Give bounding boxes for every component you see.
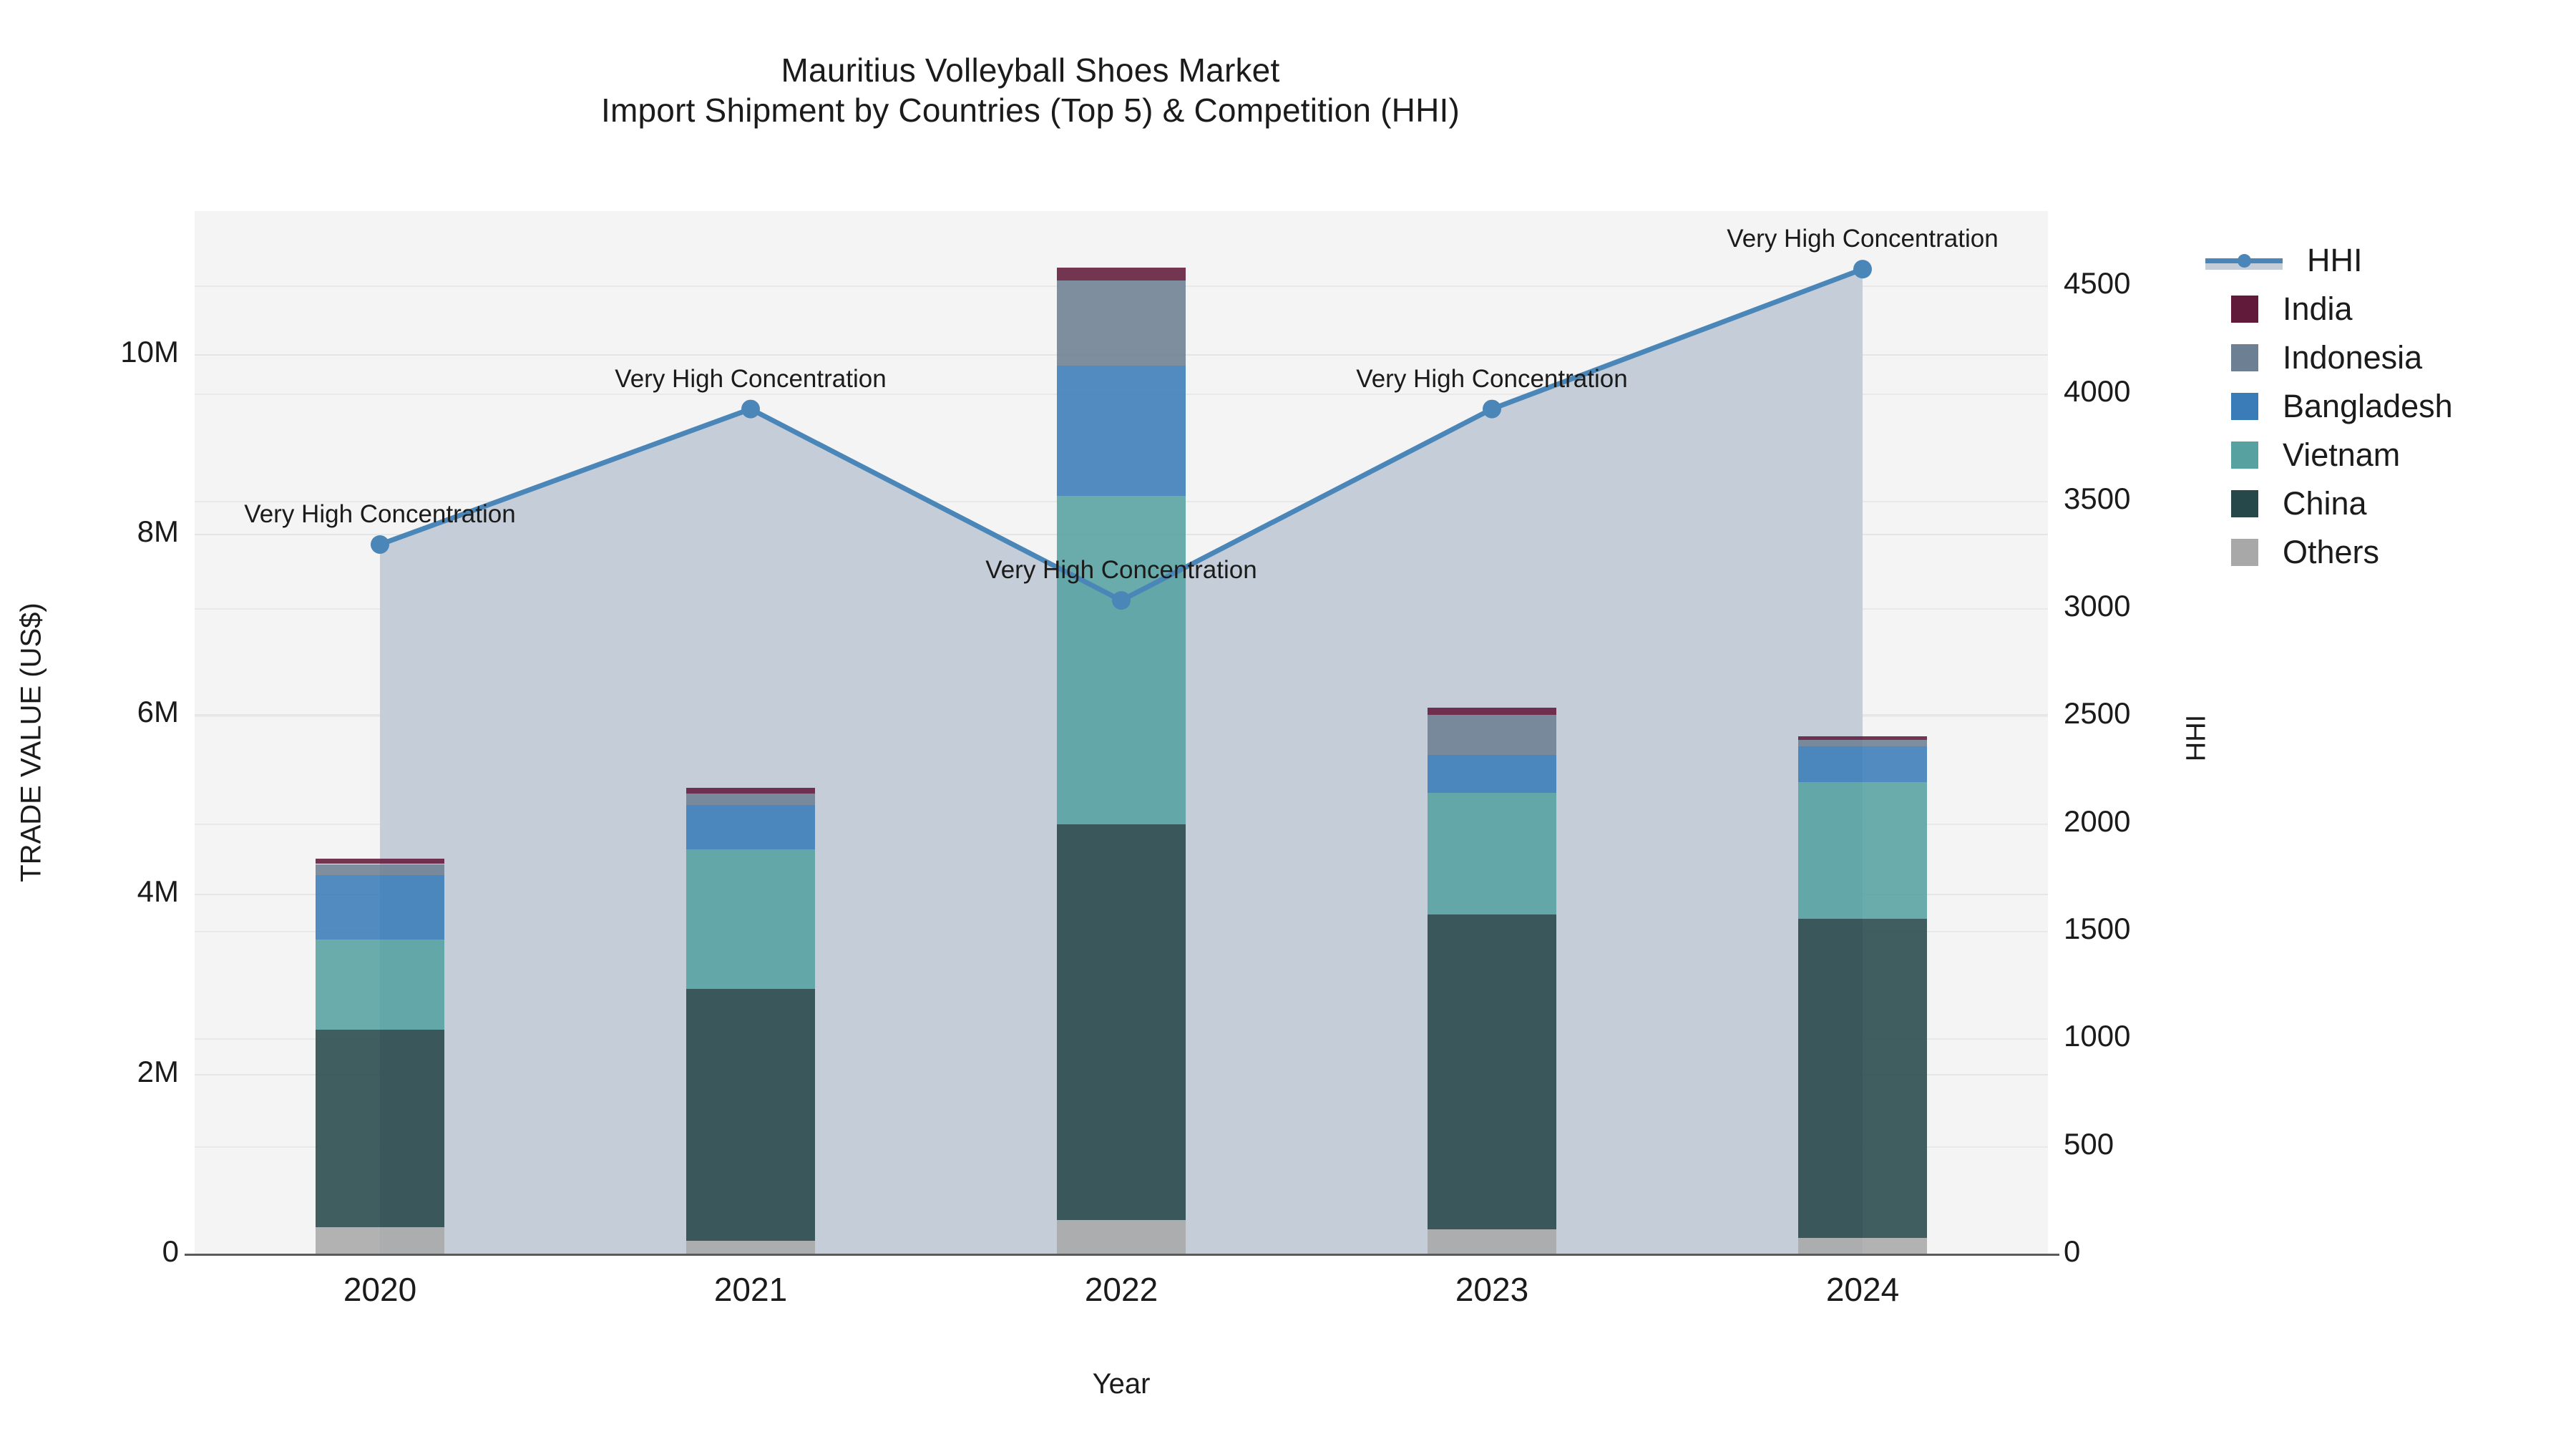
legend-label: India [2283, 291, 2353, 327]
legend-item-china[interactable]: China [2231, 479, 2567, 528]
y2-tick-label: 3500 [2064, 481, 2131, 515]
bar-segment-others-2022[interactable] [1057, 1220, 1186, 1254]
x-tick-label-2020: 2020 [343, 1271, 417, 1308]
annotation-group: Very High Concentration Very High Concent… [195, 211, 2048, 1254]
bar-segment-others-2021[interactable] [686, 1241, 815, 1254]
legend-label: HHI [2307, 242, 2363, 278]
x-axis-line [195, 1254, 2055, 1256]
bar-segment-bangladesh-2024[interactable] [1798, 746, 1927, 783]
hhi-marker-2024[interactable] [1853, 260, 1872, 279]
bar-segment-vietnam-2022[interactable] [1057, 496, 1186, 825]
bar-segment-others-2024[interactable] [1798, 1238, 1927, 1254]
bar-segment-india-2023[interactable] [1428, 707, 1556, 715]
bar-segment-others-2020[interactable] [316, 1227, 444, 1254]
hhi-marker-2022[interactable] [1112, 591, 1131, 610]
y-tick-label: 6M [137, 694, 179, 728]
y-tick-label: 4M [137, 874, 179, 909]
y-axis-tick-zero [185, 1254, 196, 1256]
bar-segment-indonesia-2024[interactable] [1798, 740, 1927, 746]
chart-title-line-2: Import Shipment by Countries (Top 5) & C… [601, 92, 1460, 130]
hhi-marker-2020[interactable] [371, 535, 389, 554]
y2-tick-label: 1500 [2064, 912, 2131, 946]
y2-tick-label: 500 [2064, 1126, 2114, 1161]
annotation-2024: Very High Concentration [1727, 225, 1999, 253]
chart-title: Mauritius Volleyball Shoes Market Import… [0, 50, 2061, 130]
legend-swatch-icon [2231, 441, 2258, 469]
x-tick-label-2021: 2021 [713, 1271, 788, 1308]
y2-tick-label: 4500 [2064, 266, 2131, 301]
annotation-2021: Very High Concentration [615, 364, 887, 393]
legend-swatch-icon [2231, 393, 2258, 420]
y-axis-title: TRADE VALUE (US$) [15, 602, 47, 882]
bar-segment-bangladesh-2023[interactable] [1428, 755, 1556, 794]
y2-axis-tick-zero [2048, 1254, 2059, 1256]
y2-tick-label: 2500 [2064, 696, 2131, 731]
bar-segment-vietnam-2021[interactable] [686, 849, 815, 990]
y-tick-label: 10M [120, 335, 179, 369]
y2-axis-title: HHI [2181, 714, 2212, 762]
legend-swatch-icon [2231, 539, 2258, 566]
legend-label: Indonesia [2283, 339, 2423, 376]
bar-segment-china-2024[interactable] [1798, 919, 1927, 1239]
bar-segment-vietnam-2023[interactable] [1428, 793, 1556, 914]
x-tick-label-2022: 2022 [1084, 1271, 1158, 1308]
y2-tick-label: 4000 [2064, 374, 2131, 408]
chart-title-line-1: Mauritius Volleyball Shoes Market [781, 52, 1280, 89]
plot-area: Very High Concentration Very High Concent… [195, 211, 2048, 1254]
y2-tick-label: 0 [2064, 1234, 2081, 1268]
y2-tick-label: 3000 [2064, 589, 2131, 623]
bar-segment-china-2021[interactable] [686, 989, 815, 1241]
bar-segment-indonesia-2022[interactable] [1057, 280, 1186, 366]
bar-segment-vietnam-2024[interactable] [1798, 782, 1927, 919]
bar-segment-others-2023[interactable] [1428, 1229, 1556, 1254]
legend-label: Bangladesh [2283, 388, 2453, 424]
bar-group [195, 211, 2048, 1254]
y2-tick-label: 1000 [2064, 1019, 2131, 1053]
bar-segment-indonesia-2021[interactable] [686, 794, 815, 805]
bar-segment-china-2022[interactable] [1057, 824, 1186, 1221]
legend-line-marker-icon [2205, 247, 2283, 274]
legend-item-bangladesh[interactable]: Bangladesh [2231, 382, 2567, 431]
annotation-2023: Very High Concentration [1356, 364, 1628, 393]
bar-segment-india-2021[interactable] [686, 787, 815, 794]
hhi-marker-2023[interactable] [1483, 399, 1501, 419]
annotation-2020: Very High Concentration [244, 499, 516, 528]
legend-swatch-icon [2231, 344, 2258, 371]
bar-segment-bangladesh-2020[interactable] [316, 874, 444, 940]
bar-segment-bangladesh-2022[interactable] [1057, 366, 1186, 497]
legend-item-hhi[interactable]: HHI [2205, 236, 2567, 285]
legend-swatch-icon [2231, 490, 2258, 517]
y2-tick-label: 2000 [2064, 804, 2131, 838]
legend-swatch-icon [2231, 296, 2258, 323]
x-tick-label-2024: 2024 [1825, 1271, 1900, 1308]
bar-segment-china-2020[interactable] [316, 1029, 444, 1228]
y-tick-label: 2M [137, 1054, 179, 1088]
legend-item-india[interactable]: India [2231, 285, 2567, 333]
bar-segment-indonesia-2023[interactable] [1428, 714, 1556, 756]
y-tick-label: 8M [137, 514, 179, 549]
x-tick-label-2023: 2023 [1455, 1271, 1529, 1308]
bar-segment-indonesia-2020[interactable] [316, 864, 444, 875]
legend-label: Vietnam [2283, 436, 2401, 473]
legend-item-vietnam[interactable]: Vietnam [2231, 431, 2567, 479]
bar-segment-india-2020[interactable] [316, 858, 444, 864]
bar-segment-bangladesh-2021[interactable] [686, 804, 815, 850]
x-axis-title: Year [1092, 1368, 1151, 1400]
bar-segment-vietnam-2020[interactable] [316, 940, 444, 1030]
legend-label: China [2283, 485, 2367, 522]
legend-item-others[interactable]: Others [2231, 528, 2567, 577]
legend: HHI India Indonesia Bangladesh Vietnam China O… [2205, 236, 2567, 577]
hhi-marker-2021[interactable] [741, 399, 760, 419]
bar-segment-india-2022[interactable] [1057, 268, 1186, 280]
legend-label: Others [2283, 534, 2380, 570]
legend-item-indonesia[interactable]: Indonesia [2231, 333, 2567, 382]
annotation-2022: Very High Concentration [985, 556, 1257, 585]
bar-segment-india-2024[interactable] [1798, 736, 1927, 741]
y-tick-label: 0 [162, 1234, 179, 1268]
bar-segment-china-2023[interactable] [1428, 914, 1556, 1229]
hhi-line [371, 260, 1872, 610]
